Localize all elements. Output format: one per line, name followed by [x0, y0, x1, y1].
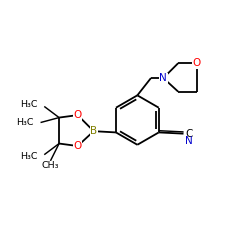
- Text: C: C: [185, 129, 192, 139]
- Text: H₃C: H₃C: [16, 118, 34, 127]
- Text: H₃C: H₃C: [20, 152, 37, 161]
- Text: O: O: [74, 141, 82, 151]
- Text: N: N: [185, 136, 193, 145]
- Text: CH₃: CH₃: [42, 161, 59, 170]
- Text: H₃C: H₃C: [20, 100, 37, 109]
- Text: N: N: [160, 73, 167, 83]
- Text: O: O: [74, 110, 82, 120]
- Text: B: B: [90, 126, 97, 136]
- Text: O: O: [192, 58, 201, 68]
